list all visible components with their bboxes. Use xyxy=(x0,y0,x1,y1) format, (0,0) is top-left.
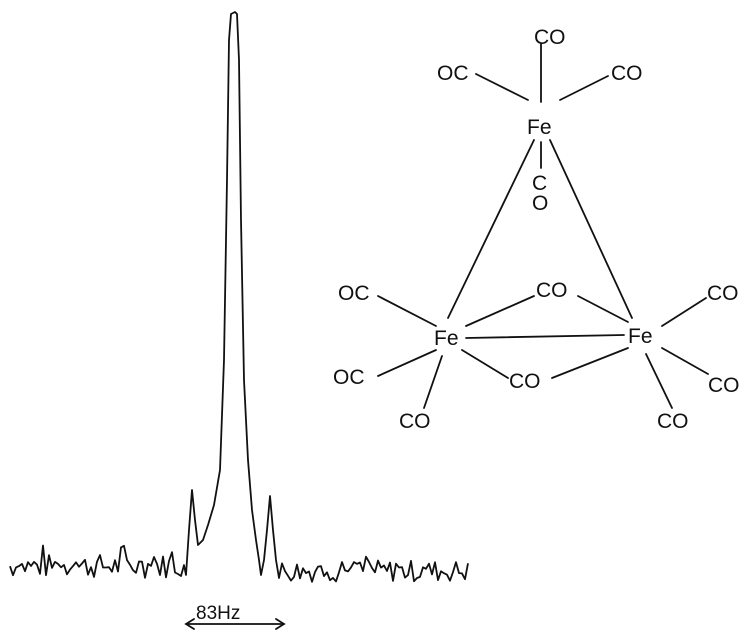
spectrum-trace xyxy=(9,11,469,583)
label-fe-right: Fe xyxy=(628,325,653,348)
label-fe-left: Fe xyxy=(434,327,459,350)
label-left-lower: OC xyxy=(333,366,365,389)
label-top-axial-down-c: C xyxy=(532,172,547,195)
bond-left-bottom xyxy=(423,355,443,409)
scale-label: 83Hz xyxy=(196,603,240,624)
bond-bridge-upper-right xyxy=(577,295,629,323)
molecular-structure: CO OC CO Fe C O OC CO CO Fe Fe OC CO CO … xyxy=(333,26,740,433)
bond-left-upper xyxy=(377,295,437,327)
scale-bar-right-arrow xyxy=(275,618,286,630)
label-right-lower: CO xyxy=(708,374,740,397)
label-top-right: CO xyxy=(611,62,643,85)
bond-right-bottom xyxy=(645,353,673,409)
scale-bar: 83Hz xyxy=(184,603,286,630)
bond-fe-top-fe-right xyxy=(549,139,633,319)
label-top-axial-down-o: O xyxy=(532,192,548,215)
bond-top-left xyxy=(475,73,529,101)
label-fe-top: Fe xyxy=(527,116,552,139)
label-bridge-upper: CO xyxy=(536,279,568,302)
scale-bar-left-arrow xyxy=(184,618,195,630)
label-right-upper: CO xyxy=(707,282,739,305)
bond-bridge-upper-left xyxy=(465,295,535,327)
bond-left-lower xyxy=(377,349,437,377)
bond-bridge-lower-right xyxy=(551,347,629,379)
bond-bridge-lower-left xyxy=(461,349,509,379)
bond-fe-left-fe-right xyxy=(465,334,625,339)
label-left-bottom: CO xyxy=(399,410,431,433)
bond-right-lower xyxy=(661,347,709,375)
label-right-bottom: CO xyxy=(657,410,689,433)
label-left-upper: OC xyxy=(338,282,370,305)
bond-right-upper xyxy=(661,297,707,327)
structure-labels: CO OC CO Fe C O OC CO CO Fe Fe OC CO CO … xyxy=(333,26,740,433)
bond-fe-top-fe-left xyxy=(447,139,535,319)
bond-top-right xyxy=(559,75,609,101)
label-top-axial-up: CO xyxy=(534,26,566,49)
label-top-left: OC xyxy=(437,62,469,85)
label-bridge-lower: CO xyxy=(509,370,541,393)
nmr-spectrum: 83Hz xyxy=(9,11,469,630)
